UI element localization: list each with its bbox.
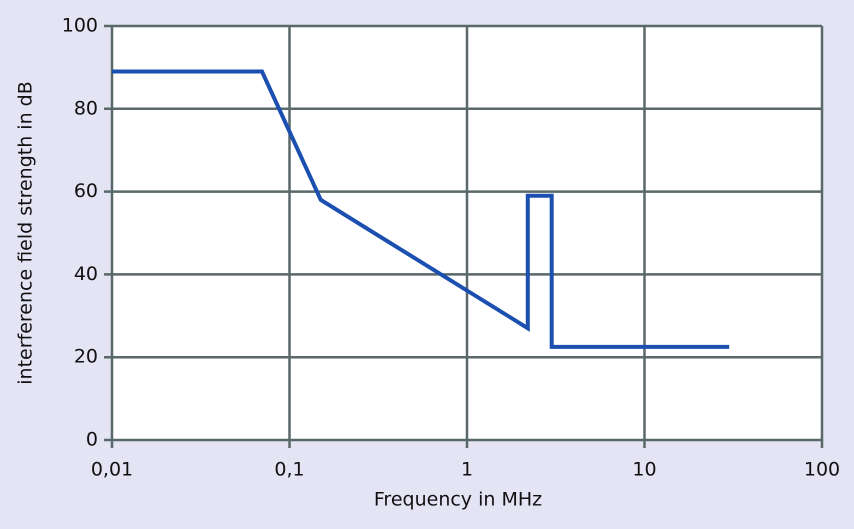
x-tick-label: 10 [632,459,656,481]
y-tick-label: 40 [74,263,98,285]
y-tick-label: 100 [62,15,98,37]
x-tick-label: 1 [461,459,473,481]
y-axis-label: interference field strength in dB [15,81,37,385]
x-tick-label: 0,01 [91,459,133,481]
x-axis-label: Frequency in MHz [374,489,542,511]
x-tick-label: 100 [804,459,840,481]
y-tick-label: 80 [74,97,98,119]
y-tick-label: 20 [74,346,98,368]
data-line [112,69,730,349]
x-tick-label: 0,1 [274,459,304,481]
y-tick-label: 0 [86,429,98,451]
y-tick-label: 60 [74,180,98,202]
